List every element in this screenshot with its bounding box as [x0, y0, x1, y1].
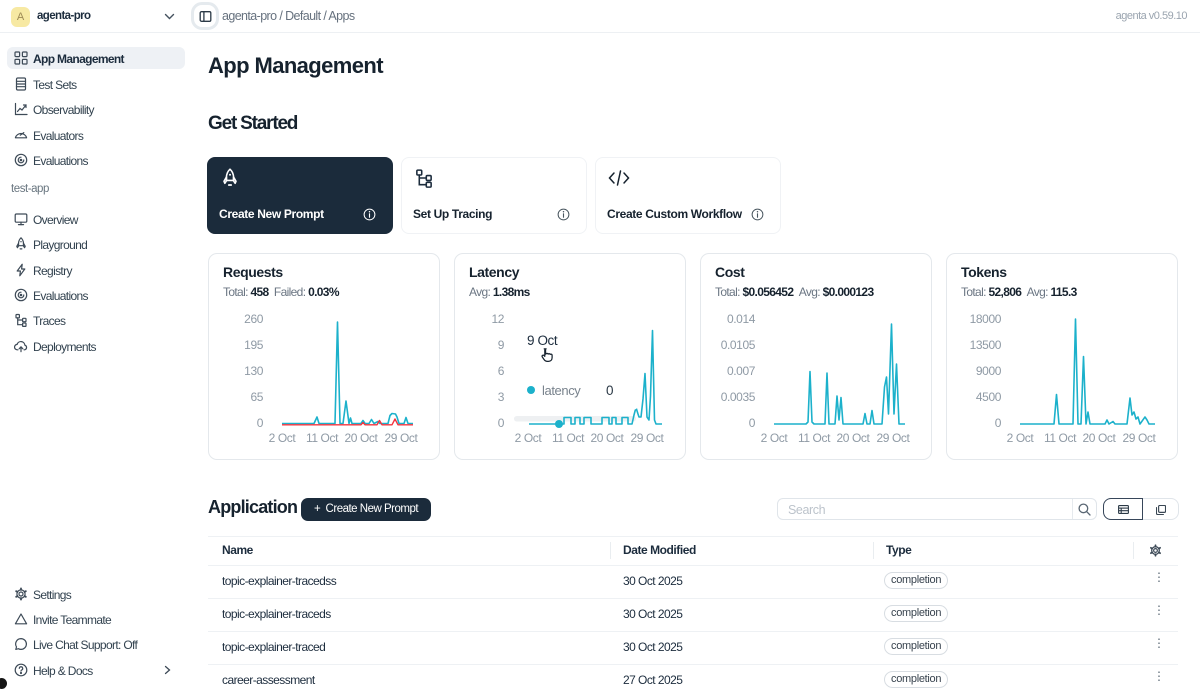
svg-text:20 Oct: 20 Oct: [1083, 431, 1117, 445]
svg-text:0.007: 0.007: [727, 364, 756, 378]
svg-text:0: 0: [749, 416, 756, 430]
svg-text:latency: latency: [542, 383, 581, 398]
svg-text:29 Oct: 29 Oct: [877, 431, 911, 445]
svg-text:0: 0: [606, 383, 613, 398]
svg-text:20 Oct: 20 Oct: [345, 431, 379, 445]
svg-text:20 Oct: 20 Oct: [837, 431, 871, 445]
svg-text:13500: 13500: [970, 338, 1002, 352]
svg-text:2 Oct: 2 Oct: [1007, 431, 1035, 445]
svg-text:20 Oct: 20 Oct: [591, 431, 625, 445]
svg-text:0.0105: 0.0105: [721, 338, 756, 352]
svg-text:2 Oct: 2 Oct: [515, 431, 543, 445]
svg-text:11 Oct: 11 Oct: [552, 431, 585, 445]
svg-text:130: 130: [244, 364, 264, 378]
svg-text:65: 65: [250, 390, 263, 404]
svg-text:11 Oct: 11 Oct: [1044, 431, 1077, 445]
svg-text:0.0035: 0.0035: [721, 390, 756, 404]
svg-text:3: 3: [498, 390, 505, 404]
svg-text:6: 6: [498, 364, 505, 378]
svg-text:9 Oct: 9 Oct: [527, 333, 558, 348]
svg-text:29 Oct: 29 Oct: [631, 431, 665, 445]
svg-text:12: 12: [491, 312, 504, 326]
svg-text:4500: 4500: [976, 390, 1002, 404]
svg-text:11 Oct: 11 Oct: [306, 431, 339, 445]
svg-text:9: 9: [498, 338, 505, 352]
svg-text:18000: 18000: [970, 312, 1002, 326]
svg-text:260: 260: [244, 312, 264, 326]
svg-text:9000: 9000: [976, 364, 1002, 378]
svg-text:0: 0: [498, 416, 505, 430]
svg-text:0: 0: [257, 416, 264, 430]
svg-text:2 Oct: 2 Oct: [761, 431, 789, 445]
svg-text:0: 0: [995, 416, 1002, 430]
svg-text:2 Oct: 2 Oct: [269, 431, 297, 445]
svg-text:11 Oct: 11 Oct: [798, 431, 831, 445]
svg-text:29 Oct: 29 Oct: [385, 431, 419, 445]
svg-text:0.014: 0.014: [727, 312, 756, 326]
svg-text:195: 195: [244, 338, 264, 352]
svg-text:29 Oct: 29 Oct: [1123, 431, 1157, 445]
